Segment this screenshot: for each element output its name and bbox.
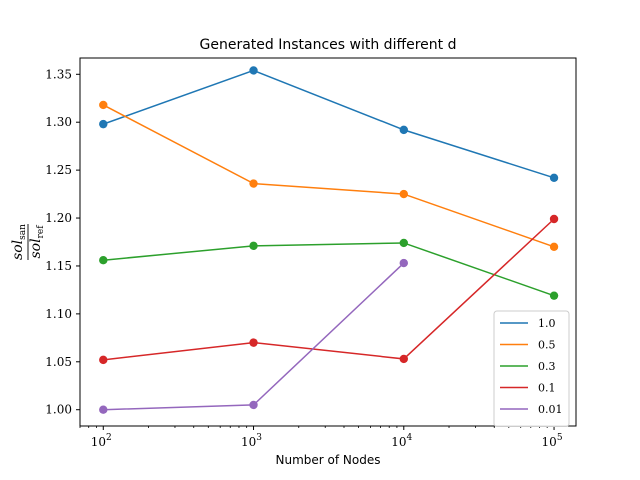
series-0.3	[99, 238, 559, 300]
data-point	[99, 256, 108, 265]
data-point	[399, 354, 408, 364]
data-point	[249, 179, 258, 188]
legend-item: 0.5	[500, 339, 556, 352]
data-point	[399, 189, 408, 199]
series-0.1	[99, 214, 559, 365]
data-point	[99, 355, 108, 365]
data-point	[399, 258, 408, 268]
data-point	[399, 238, 408, 248]
series-line	[102, 104, 555, 248]
x-tick-label: 102	[91, 433, 112, 449]
series-0.01	[99, 258, 408, 414]
data-point	[249, 400, 258, 410]
y-tick-label: 1.20	[45, 211, 72, 225]
data-point	[99, 100, 108, 110]
y-label-denominator: solref	[28, 225, 46, 259]
series-line	[103, 69, 555, 179]
x-tick-label: 103	[241, 433, 262, 449]
legend: 1.0 0.5 0.3 0.1 0.01	[493, 310, 570, 427]
data-point	[99, 405, 108, 414]
data-point	[249, 66, 258, 75]
plot-area	[79, 57, 577, 427]
x-axis-ticks: 102 103 104 105	[79, 426, 563, 449]
legend-label: 0.3	[538, 360, 556, 373]
y-tick-label: 1.30	[45, 115, 72, 129]
x-tick-label: 105	[542, 433, 563, 449]
series-1.0	[99, 66, 559, 182]
series-layer	[99, 66, 559, 414]
data-point	[549, 214, 559, 224]
x-tick-label: 104	[391, 433, 412, 449]
y-axis-ticks: 1.00 1.05 1.10 1.15 1.20 1.25 1.30 1.35	[45, 67, 80, 417]
data-point	[549, 242, 559, 251]
series-line	[103, 218, 555, 361]
legend-item: 0.01	[500, 403, 563, 416]
legend-item: 1.0	[500, 317, 556, 330]
y-tick-label: 1.10	[45, 307, 72, 321]
legend-box	[493, 310, 570, 427]
y-tick-label: 1.35	[45, 67, 72, 81]
y-tick-label: 1.25	[45, 163, 72, 177]
data-point	[99, 119, 108, 129]
chart-title: Generated Instances with different d	[200, 37, 457, 53]
series-line	[103, 242, 555, 297]
data-point	[249, 338, 258, 347]
data-point	[249, 241, 258, 251]
y-tick-label: 1.00	[45, 403, 72, 417]
data-point	[549, 291, 559, 300]
y-tick-label: 1.15	[45, 259, 72, 273]
legend-item: 0.3	[500, 360, 556, 373]
x-axis-label: Number of Nodes	[276, 453, 381, 467]
legend-label: 0.1	[538, 382, 556, 395]
data-point	[549, 173, 559, 182]
y-label-numerator: solsan	[10, 224, 28, 260]
legend-label: 1.0	[538, 317, 556, 330]
y-tick-label: 1.05	[45, 355, 72, 369]
data-point	[399, 125, 408, 135]
plot-frame	[79, 57, 577, 427]
legend-label: 0.5	[538, 339, 556, 352]
series-0.5	[99, 100, 559, 251]
legend-item: 0.1	[500, 382, 556, 395]
legend-label: 0.01	[538, 403, 563, 416]
